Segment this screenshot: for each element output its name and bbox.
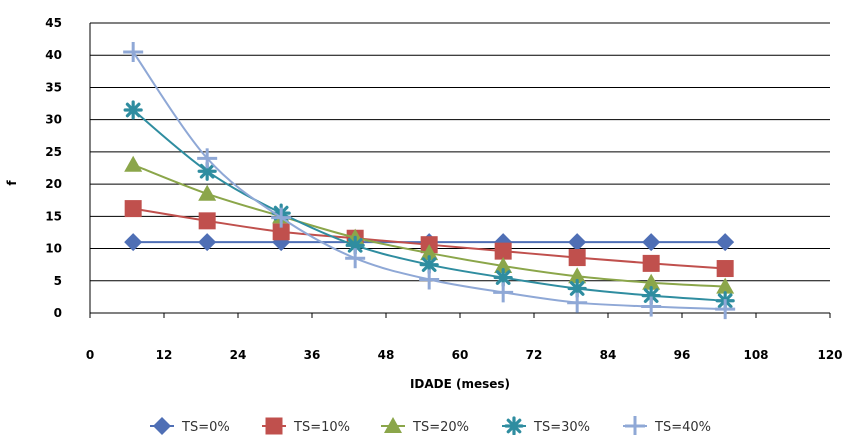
data-point [494, 242, 512, 260]
legend-item: TS=30% [502, 416, 590, 435]
data-point [124, 233, 143, 252]
data-point [716, 233, 735, 252]
y-tick-label: 10 [45, 242, 62, 256]
data-point [124, 155, 143, 172]
y-tick-label: 45 [45, 16, 62, 30]
legend-label: TS=20% [412, 420, 469, 435]
y-tick-label: 35 [45, 80, 62, 94]
legend-marker [504, 416, 524, 435]
legend-marker [265, 417, 283, 435]
data-point [197, 148, 218, 169]
data-point [642, 233, 661, 252]
data-point [715, 299, 736, 320]
x-tick-label: 36 [304, 348, 321, 362]
data-point [716, 277, 735, 294]
legend-marker [153, 417, 171, 435]
data-point [420, 244, 439, 261]
series-line [132, 51, 726, 311]
series-ts-40- [123, 42, 736, 320]
x-tick-label: 96 [674, 348, 691, 362]
axes: 0 5 10 15 20 25 30 35 40 45 0 12 24 36 48 60 72 84 96 108 12… [45, 16, 842, 362]
legend-label: TS=40% [654, 420, 711, 435]
legend: TS=0% TS=10% TS=20% TS=30% TS=40% [150, 416, 711, 435]
legend-marker [625, 416, 645, 435]
data-point [567, 292, 588, 313]
x-tick-label: 12 [156, 348, 173, 362]
y-tick-label: 30 [45, 113, 62, 127]
legend-label: TS=30% [533, 420, 590, 435]
data-point [642, 273, 661, 290]
legend-item: TS=10% [262, 417, 350, 435]
x-tick-label: 120 [817, 348, 842, 362]
x-tick-label: 0 [86, 348, 94, 362]
x-tick-label: 48 [378, 348, 395, 362]
y-tick-label: 40 [45, 48, 62, 62]
x-tick-label: 108 [743, 348, 768, 362]
data-point [123, 100, 143, 120]
x-tick-label: 84 [600, 348, 617, 362]
legend-item: TS=0% [150, 417, 230, 435]
y-tick-label: 25 [45, 145, 62, 159]
data-point [568, 233, 587, 252]
data-point [198, 212, 216, 230]
y-tick-label: 5 [54, 274, 62, 288]
data-point [271, 207, 292, 228]
x-axis-title: IDADE (meses) [410, 377, 510, 391]
y-tick-label: 20 [45, 177, 62, 191]
x-tick-label: 24 [230, 348, 247, 362]
plot-area [123, 42, 736, 320]
y-tick-label: 0 [54, 306, 62, 320]
y-tick-label: 15 [45, 209, 62, 223]
legend-item: TS=20% [381, 417, 469, 435]
legend-item: TS=40% [623, 416, 711, 435]
data-point [641, 286, 661, 306]
x-tick-label: 72 [526, 348, 543, 362]
data-point [198, 184, 217, 201]
data-point [641, 296, 662, 317]
data-point [123, 42, 144, 62]
y-axis-title: f [5, 180, 19, 186]
x-tick-label: 60 [452, 348, 469, 362]
data-point [642, 254, 660, 272]
data-point [419, 269, 440, 290]
legend-label: TS=10% [293, 420, 350, 435]
legend-marker [384, 417, 402, 433]
data-point [272, 223, 290, 241]
data-point [716, 260, 734, 278]
data-point [494, 256, 513, 273]
data-point [198, 233, 217, 252]
data-point [345, 248, 366, 269]
data-point [493, 282, 514, 303]
data-point [568, 267, 587, 284]
data-point [568, 249, 586, 267]
data-point [124, 200, 142, 218]
legend-label: TS=0% [181, 420, 230, 435]
